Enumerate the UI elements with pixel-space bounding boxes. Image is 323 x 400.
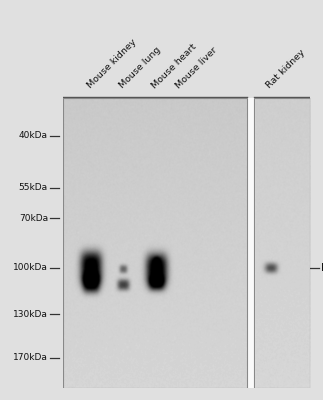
Text: Mouse liver: Mouse liver xyxy=(174,45,219,90)
Text: 70kDa: 70kDa xyxy=(19,214,48,223)
Text: Mouse heart: Mouse heart xyxy=(151,42,199,90)
Text: Mouse lung: Mouse lung xyxy=(117,45,162,90)
Text: 170kDa: 170kDa xyxy=(13,353,48,362)
Bar xyxy=(255,98,310,388)
Text: 100kDa: 100kDa xyxy=(13,263,48,272)
Text: 55kDa: 55kDa xyxy=(19,183,48,192)
Text: Mouse kidney: Mouse kidney xyxy=(85,38,138,90)
Text: Rat kidney: Rat kidney xyxy=(264,48,306,90)
Text: 40kDa: 40kDa xyxy=(19,131,48,140)
Text: PALD1: PALD1 xyxy=(321,263,323,273)
Bar xyxy=(63,98,247,388)
Text: 130kDa: 130kDa xyxy=(13,310,48,318)
